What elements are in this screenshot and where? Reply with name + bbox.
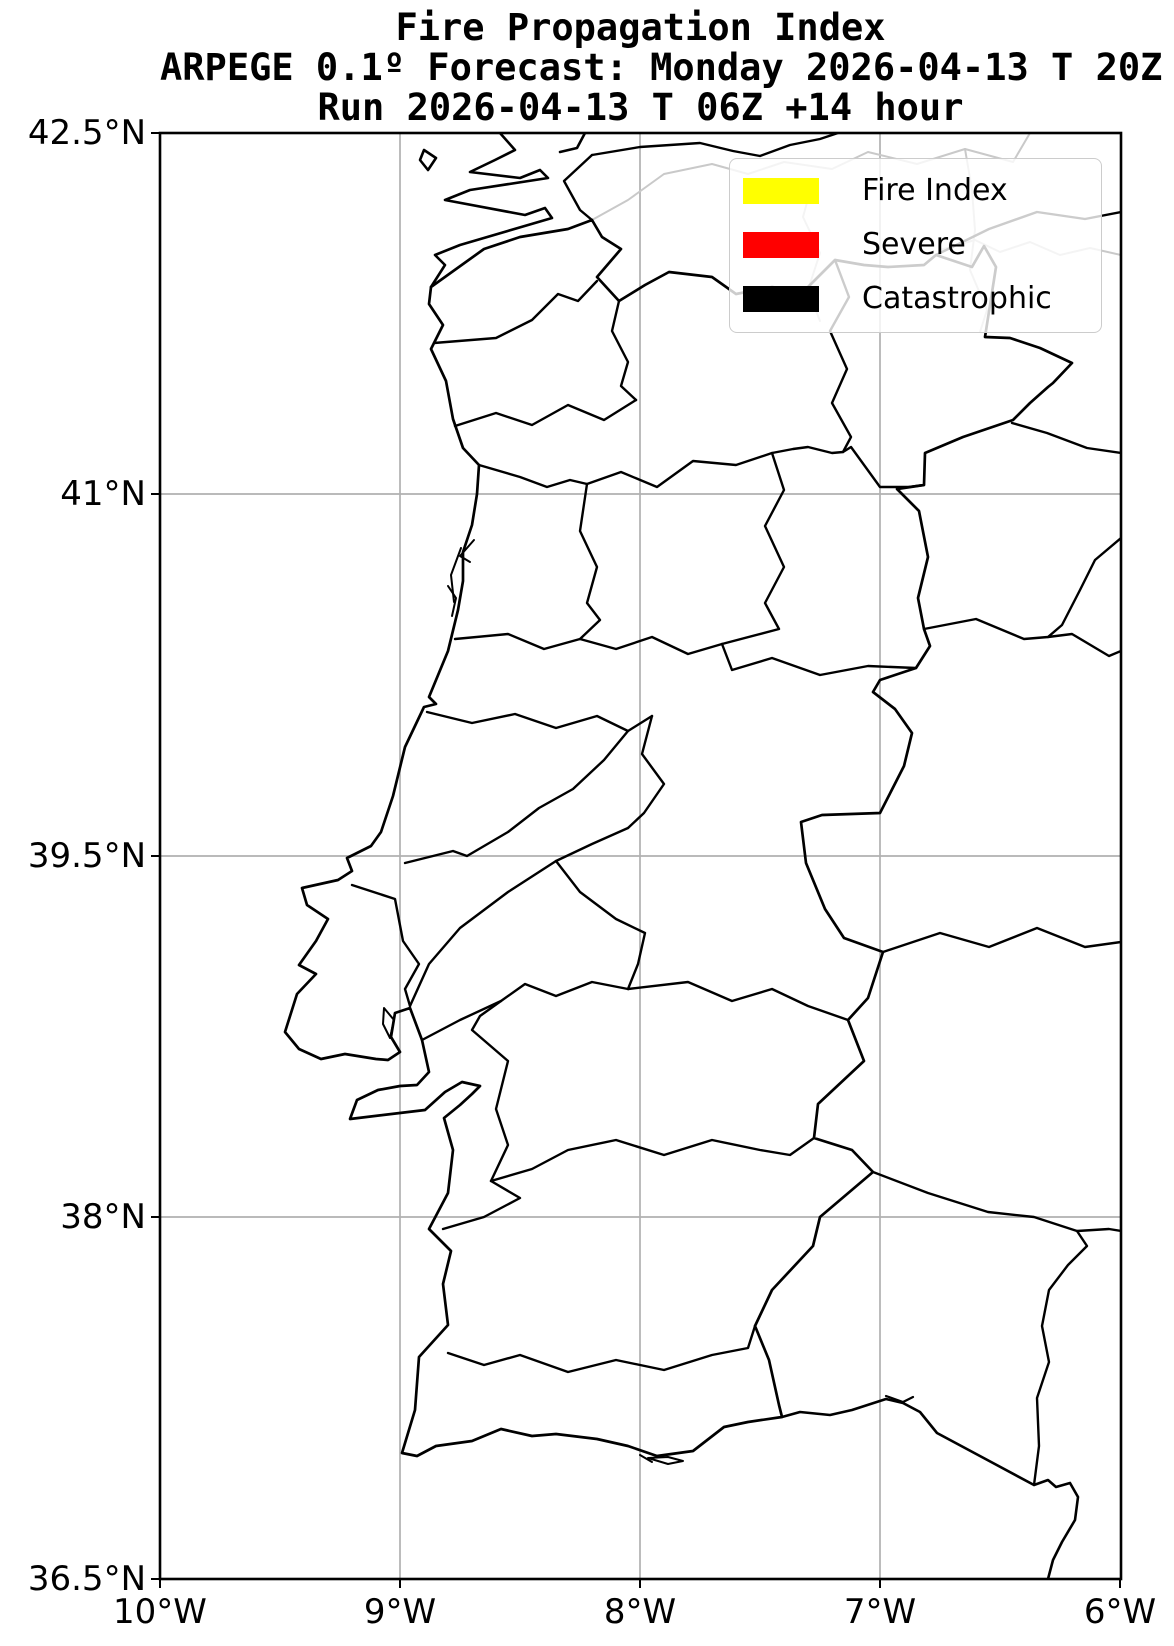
galicia-coastline: [418, 133, 587, 289]
portugal-district-boundaries: [350, 258, 926, 1374]
title-line-1: Fire Propagation Index: [395, 6, 886, 49]
legend: Fire Index Severe Catastrophic: [729, 158, 1102, 333]
ytick-label-42-5n: 42.5°N: [27, 113, 146, 153]
ytick-mark: [151, 493, 160, 495]
graticule-gridlines: [160, 133, 1121, 1579]
xtick-mark: [639, 1579, 641, 1588]
title-line-3: Run 2026-04-13 T 06Z +14 hour: [317, 86, 964, 129]
ytick-mark: [151, 132, 160, 134]
catastrophic-swatch: [743, 286, 819, 312]
xtick-mark: [399, 1579, 401, 1588]
coastal-lagoon-details: [382, 539, 684, 1465]
xtick-label-8w: 8°W: [603, 1592, 677, 1632]
xtick-mark: [159, 1579, 161, 1588]
xtick-label-9w: 9°W: [363, 1592, 437, 1632]
ytick-label-41n: 41°N: [60, 474, 146, 514]
ytick-label-38n: 38°N: [60, 1197, 146, 1237]
ytick-mark: [151, 1578, 160, 1580]
ytick-mark: [151, 855, 160, 857]
chart-title: Fire Propagation Index ARPEGE 0.1º Forec…: [160, 6, 1163, 129]
fire-index-swatch: [743, 178, 819, 204]
xtick-label-10w: 10°W: [113, 1592, 207, 1632]
huelva-spit: [884, 1394, 915, 1404]
title-line-2: ARPEGE 0.1º Forecast: Monday 2026-04-13 …: [160, 46, 1163, 89]
ytick-label-39-5n: 39.5°N: [27, 836, 146, 876]
portugal-coastline-border: [283, 218, 1074, 1458]
severe-swatch: [743, 232, 819, 258]
spain-south-coastline: [780, 1397, 1080, 1579]
legend-label: Catastrophic: [862, 281, 1052, 316]
ytick-label-36-5n: 36.5°N: [27, 1559, 146, 1599]
xtick-mark: [879, 1579, 881, 1588]
legend-label: Fire Index: [862, 173, 1008, 208]
xtick-mark: [1119, 1579, 1121, 1588]
legend-label: Severe: [862, 227, 966, 262]
ytick-mark: [151, 1216, 160, 1218]
xtick-label-7w: 7°W: [843, 1592, 917, 1632]
xtick-label-6w: 6°W: [1083, 1592, 1157, 1632]
